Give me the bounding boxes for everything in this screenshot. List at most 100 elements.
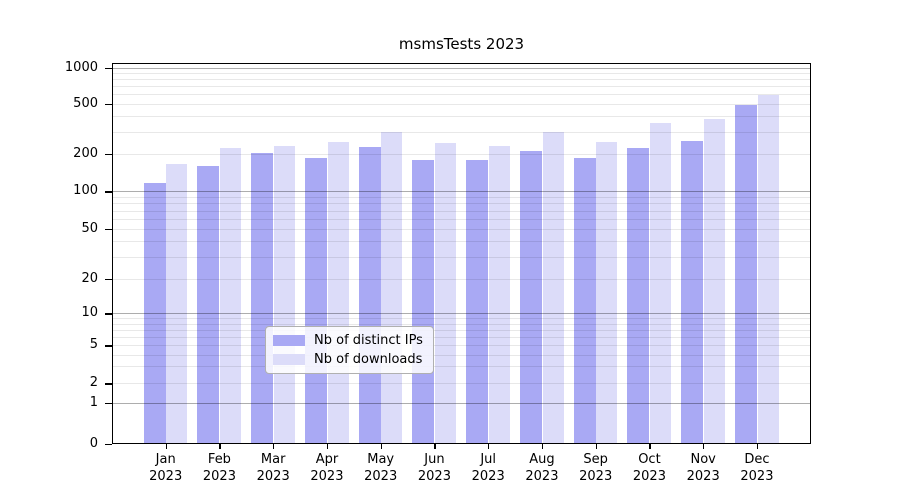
x-label-month: Oct — [638, 452, 661, 467]
bar-downloads-nov — [703, 119, 725, 444]
bar-distinct-ips-aug — [519, 151, 542, 444]
y-tick-label-100: 100 — [73, 183, 98, 199]
bar-distinct-ips-nov — [681, 141, 704, 444]
y-tick-1000 — [105, 68, 112, 70]
y-tick-label-5: 5 — [89, 337, 98, 353]
bar-downloads-feb — [220, 148, 242, 444]
gridline-minor-7 — [112, 329, 811, 331]
bar-distinct-ips-dec — [734, 104, 757, 444]
y-tick-50 — [105, 228, 112, 230]
x-tick-mar — [273, 444, 275, 449]
legend-item-downloads: Nb of downloads — [273, 350, 423, 369]
chart-title: msmsTests 2023 — [398, 35, 525, 53]
x-tick-label-sep: Sep 2023 — [569, 451, 623, 485]
y-tick-label-10: 10 — [81, 305, 98, 321]
gridline-minor-400 — [112, 115, 811, 117]
bar-downloads-oct — [650, 122, 672, 444]
gridline-minor-8 — [112, 323, 811, 325]
x-tick-feb — [219, 444, 221, 449]
x-tick-label-apr: Apr 2023 — [300, 451, 354, 485]
gridline-minor-70 — [112, 210, 811, 212]
gridline-major-1 — [112, 402, 811, 404]
y-tick-label-50: 50 — [81, 220, 98, 236]
x-tick-label-jun: Jun 2023 — [407, 451, 461, 485]
gridline-minor-6 — [112, 336, 811, 338]
gridline-minor-50 — [112, 228, 811, 230]
x-label-year: 2023 — [632, 469, 666, 484]
bar-downloads-dec — [757, 94, 779, 444]
x-label-year: 2023 — [202, 469, 236, 484]
gridline-minor-90 — [112, 196, 811, 198]
x-label-year: 2023 — [149, 469, 183, 484]
x-tick-jul — [488, 444, 490, 449]
bar-distinct-ips-jan — [143, 182, 166, 444]
x-label-year: 2023 — [740, 469, 774, 484]
gridline-minor-2 — [112, 383, 811, 385]
y-tick-10 — [105, 313, 112, 315]
bar-distinct-ips-sep — [573, 158, 596, 444]
y-tick-label-200: 200 — [73, 145, 98, 161]
x-label-month: Sep — [583, 452, 608, 467]
x-tick-nov — [703, 444, 705, 449]
x-label-year: 2023 — [686, 469, 720, 484]
bar-downloads-may — [381, 131, 403, 444]
y-tick-2 — [105, 383, 112, 385]
y-tick-label-1: 1 — [89, 394, 98, 410]
gridline-minor-300 — [112, 131, 811, 133]
x-label-year: 2023 — [256, 469, 290, 484]
x-tick-aug — [541, 444, 544, 449]
x-label-year: 2023 — [310, 469, 344, 484]
legend: Nb of distinct IPs Nb of downloads — [265, 326, 434, 374]
x-label-month: Jan — [155, 452, 176, 467]
x-tick-sep — [595, 444, 597, 449]
y-tick-200 — [105, 153, 112, 155]
gridline-minor-200 — [112, 153, 811, 155]
y-tick-100 — [105, 191, 112, 193]
x-label-month: Jul — [480, 452, 497, 467]
gridline-major-100 — [112, 191, 811, 193]
bar-downloads-jun — [435, 142, 457, 444]
x-tick-label-dec: Dec 2023 — [730, 451, 784, 485]
x-tick-label-aug: Aug 2023 — [515, 451, 569, 485]
x-tick-label-oct: Oct 2023 — [622, 451, 676, 485]
legend-label-downloads: Nb of downloads — [314, 352, 423, 367]
y-tick-label-0: 0 — [89, 436, 98, 451]
x-tick-may — [380, 444, 382, 449]
x-label-year: 2023 — [417, 469, 451, 484]
y-tick-label-1000: 1000 — [64, 60, 98, 75]
gridline-minor-500 — [112, 103, 811, 105]
legend-swatch-downloads — [273, 354, 305, 365]
bar-distinct-ips-jul — [466, 160, 489, 444]
gridline-minor-40 — [112, 240, 811, 242]
x-tick-label-nov: Nov 2023 — [676, 451, 730, 485]
y-tick-label-500: 500 — [73, 95, 98, 111]
gridline-minor-5 — [112, 345, 811, 347]
plot-area — [112, 63, 811, 444]
x-tick-label-jul: Jul 2023 — [461, 451, 515, 485]
gridline-minor-3 — [112, 366, 811, 368]
bar-downloads-sep — [596, 141, 618, 444]
x-tick-label-may: May 2023 — [354, 451, 408, 485]
x-tick-dec — [756, 444, 759, 449]
x-tick-label-mar: Mar 2023 — [246, 451, 300, 485]
x-label-month: May — [367, 452, 395, 467]
x-label-year: 2023 — [579, 469, 613, 484]
gridline-minor-700 — [112, 86, 811, 88]
gridline-minor-20 — [112, 279, 811, 280]
y-tick-5 — [105, 345, 112, 347]
x-label-month: Jun — [424, 452, 445, 467]
bar-downloads-jul — [488, 146, 510, 444]
bar-downloads-aug — [542, 132, 564, 444]
y-tick-0 — [105, 444, 112, 446]
x-label-year: 2023 — [471, 469, 505, 484]
y-tick-20 — [105, 279, 112, 281]
x-label-month: Feb — [207, 452, 231, 467]
bar-distinct-ips-feb — [197, 166, 220, 444]
gridline-minor-800 — [112, 79, 811, 81]
x-label-year: 2023 — [525, 469, 559, 484]
x-tick-oct — [649, 444, 651, 449]
bar-distinct-ips-apr — [304, 157, 327, 444]
legend-swatch-distinct-ips — [273, 335, 305, 346]
y-tick-500 — [105, 103, 112, 105]
x-tick-label-jan: Jan 2023 — [139, 451, 193, 485]
